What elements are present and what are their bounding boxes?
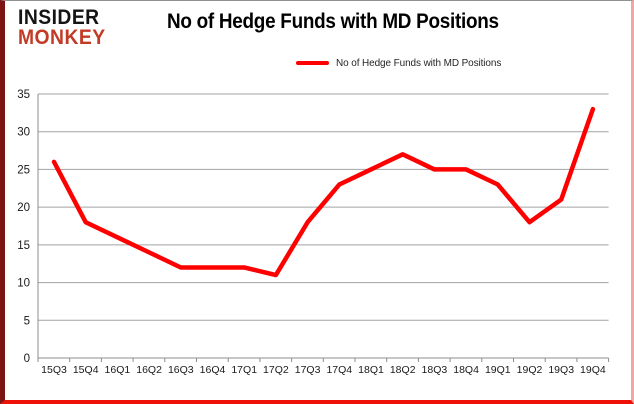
x-axis-tick-label: 16Q2 xyxy=(136,364,162,376)
x-axis-tick-label: 17Q1 xyxy=(231,364,257,376)
y-axis-tick-label: 10 xyxy=(17,278,30,290)
chart-plot-area: 0 5 10 15 20 25 30 35 15Q3 15Q4 16Q1 16Q2 16Q3 16Q4 17… xyxy=(5,1,631,400)
x-axis-tick-label: 18Q3 xyxy=(422,364,448,376)
y-axis-tick-label: 25 xyxy=(17,164,30,176)
series-line xyxy=(51,106,596,278)
logo-text-insider: INSIDER xyxy=(18,6,100,29)
y-axis-tick-label: 15 xyxy=(17,240,30,252)
line-chart-svg: 0 5 10 15 20 25 30 35 15Q3 15Q4 16Q1 16Q2 16Q3 16Q4 17… xyxy=(17,89,610,376)
y-axis-tick-label: 20 xyxy=(17,202,30,214)
y-axis-tick-label: 5 xyxy=(24,315,30,327)
chart-legend: No of Hedge Funds with MD Positions xyxy=(296,57,510,69)
x-axis-tick-label: 18Q2 xyxy=(390,364,416,376)
x-axis-tick-label: 19Q1 xyxy=(485,364,511,376)
x-axis-tick-label: 16Q1 xyxy=(105,364,131,376)
x-axis-tick-label: 15Q4 xyxy=(73,364,99,376)
chart-title: No of Hedge Funds with MD Positions xyxy=(167,10,499,33)
x-axis-tick-label: 19Q2 xyxy=(517,364,543,376)
x-axis-tick-label: 17Q4 xyxy=(326,364,352,376)
legend-label: No of Hedge Funds with MD Positions xyxy=(336,57,502,69)
x-axis-tick-label: 18Q4 xyxy=(453,364,479,376)
x-axis-tick-label: 19Q4 xyxy=(580,364,606,376)
x-axis-tick-label: 17Q2 xyxy=(263,364,289,376)
y-axis-tick-label: 0 xyxy=(24,353,30,365)
legend-line-swatch xyxy=(296,61,329,65)
x-axis-tick-label: 19Q3 xyxy=(548,364,574,376)
x-axis-tick-label: 17Q3 xyxy=(295,364,321,376)
x-axis-tick-label: 18Q1 xyxy=(358,364,384,376)
insider-monkey-logo: INSIDER MONKEY xyxy=(18,6,113,49)
x-axis-tick-label: 16Q4 xyxy=(200,364,226,376)
x-axis-tick-label: 16Q3 xyxy=(168,364,194,376)
x-axis-tick-label: 15Q3 xyxy=(41,364,67,376)
y-axis-tick-label: 30 xyxy=(17,127,30,139)
y-axis-tick-label: 35 xyxy=(17,89,30,101)
logo-text-monkey: MONKEY xyxy=(18,25,106,49)
